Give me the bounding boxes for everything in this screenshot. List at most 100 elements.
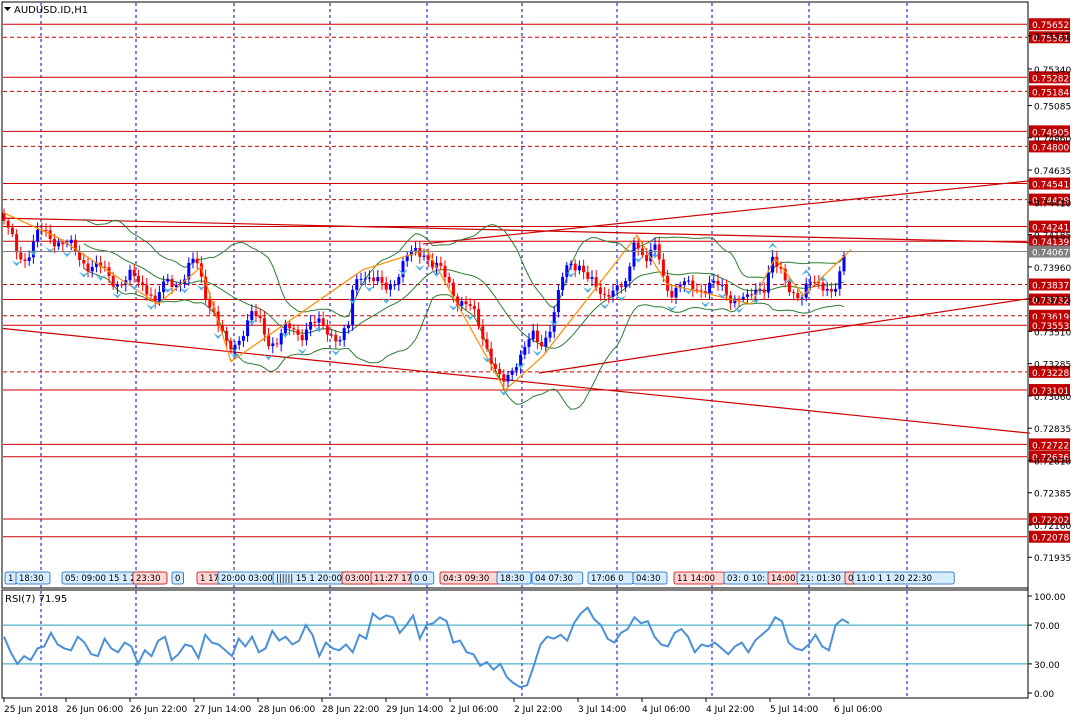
candle-body [132, 269, 136, 276]
level-price-label: 0.74429 [1032, 197, 1069, 207]
level-price-tag [1029, 85, 1070, 98]
price-axis-label: 0.74410 [1034, 199, 1071, 209]
symbol-dropdown-icon[interactable] [4, 7, 11, 11]
level-price-tag [1029, 31, 1070, 44]
price-axis-label: 0.75085 [1034, 103, 1071, 113]
fractal-arrow-icon [465, 313, 476, 320]
candle-body [309, 322, 313, 330]
session-tag-label: 18:30 [19, 574, 44, 584]
candle-body [338, 340, 342, 342]
level-price-label: 0.73101 [1032, 387, 1069, 397]
candle-body [141, 282, 145, 286]
candle-body [632, 242, 636, 267]
fractal-arrow-icon [818, 276, 828, 283]
candle-body [128, 269, 132, 281]
candle-body [271, 343, 275, 347]
candle-body [15, 234, 19, 253]
level-price-label: 0.73228 [1032, 369, 1069, 379]
fractal-arrow-icon [414, 264, 425, 271]
candle-body [275, 343, 279, 345]
level-price-tag [1029, 365, 1070, 378]
candle-body [720, 284, 724, 286]
level-price-label: 0.72202 [1032, 516, 1069, 526]
level-price-label: 0.74241 [1032, 224, 1069, 234]
fractal-arrow-icon [280, 331, 291, 338]
fractal-arrow-icon [297, 348, 308, 355]
candle-body [674, 287, 678, 298]
candle-body [170, 278, 174, 287]
candle-body [351, 289, 355, 325]
candle-body [645, 255, 649, 262]
session-tag-label: 03: 0 10: [727, 574, 765, 584]
fractal-arrow-icon [549, 320, 560, 327]
time-axis-label: 3 Jul 14:00 [578, 705, 627, 715]
candle-body [804, 283, 808, 298]
fractal-arrow-icon [801, 269, 812, 276]
candle-body [649, 249, 653, 262]
candle-body [241, 336, 245, 341]
fractal-arrow-icon [11, 260, 22, 267]
level-price-tag [1029, 309, 1070, 322]
candle-body [195, 258, 199, 264]
candle-body [136, 275, 140, 283]
time-axis-label: 6 Jul 06:00 [834, 705, 883, 715]
trend-line [2, 217, 1031, 244]
candle-body [628, 266, 632, 281]
candle-body [44, 229, 48, 231]
fractal-arrow-icon [784, 278, 795, 285]
candle-body [598, 287, 602, 294]
candle-body [724, 284, 728, 296]
rsi-panel: 100.00 70.00 30.00 0.00 [3, 593, 1066, 700]
level-price-tag [1029, 278, 1070, 291]
candle-body [162, 281, 166, 293]
candle-body [842, 255, 846, 272]
bollinger-upper [83, 218, 845, 318]
candle-body [477, 309, 481, 327]
candle-body [376, 277, 380, 282]
level-price-label: 0.74139 [1032, 238, 1069, 248]
candle-body [745, 294, 749, 297]
candle-body [481, 326, 485, 340]
level-price-label: 0.75184 [1032, 88, 1069, 98]
candle-body [456, 296, 460, 306]
candle-body [544, 337, 548, 347]
candle-body [157, 292, 161, 302]
candle-body [267, 334, 271, 347]
zigzag [2, 211, 852, 392]
price-axis-label: 0.72160 [1034, 522, 1071, 532]
candle-body [342, 328, 346, 341]
session-tag-label: 11:27 17 2 [374, 574, 420, 584]
session-tag-label: 04 07:30 [535, 574, 573, 584]
price-axis-label: 0.73060 [1034, 393, 1071, 403]
session-tag [15, 571, 51, 585]
fractal-arrow-icon [230, 352, 240, 359]
fractal-arrow-icon [112, 292, 123, 299]
time-axis-label: 25 Jun 2018 [4, 705, 58, 715]
candle-body [246, 320, 250, 337]
level-price-tag [1029, 384, 1070, 397]
fractal-arrow-icon [45, 247, 56, 254]
session-tag [632, 571, 668, 585]
rsi-title: RSI(7) 71.95 [5, 594, 67, 605]
fractal-arrow-icon [582, 286, 593, 293]
fractal-arrow-icon [767, 242, 778, 249]
candle-body [414, 247, 418, 251]
candle-body [359, 278, 363, 280]
price-axis-label: 0.72385 [1034, 490, 1071, 500]
candle-body [2, 212, 6, 221]
candle-body [489, 348, 493, 364]
time-axis-label: 5 Jul 14:00 [770, 705, 819, 715]
level-price-label: 0.72636 [1032, 454, 1069, 464]
candle-body [594, 277, 598, 288]
candle-body [443, 265, 447, 277]
candle-body [254, 311, 258, 316]
candle-body [703, 291, 707, 294]
price-panel-frame [1, 1, 1029, 589]
price-axis-label: 0.73510 [1034, 328, 1071, 338]
candle-body [535, 330, 539, 342]
session-tag-label: 11 14:00 [677, 574, 715, 584]
candle-body [220, 325, 224, 331]
candle-body [590, 277, 594, 279]
price-axis-label: 0.75340 [1034, 66, 1071, 76]
